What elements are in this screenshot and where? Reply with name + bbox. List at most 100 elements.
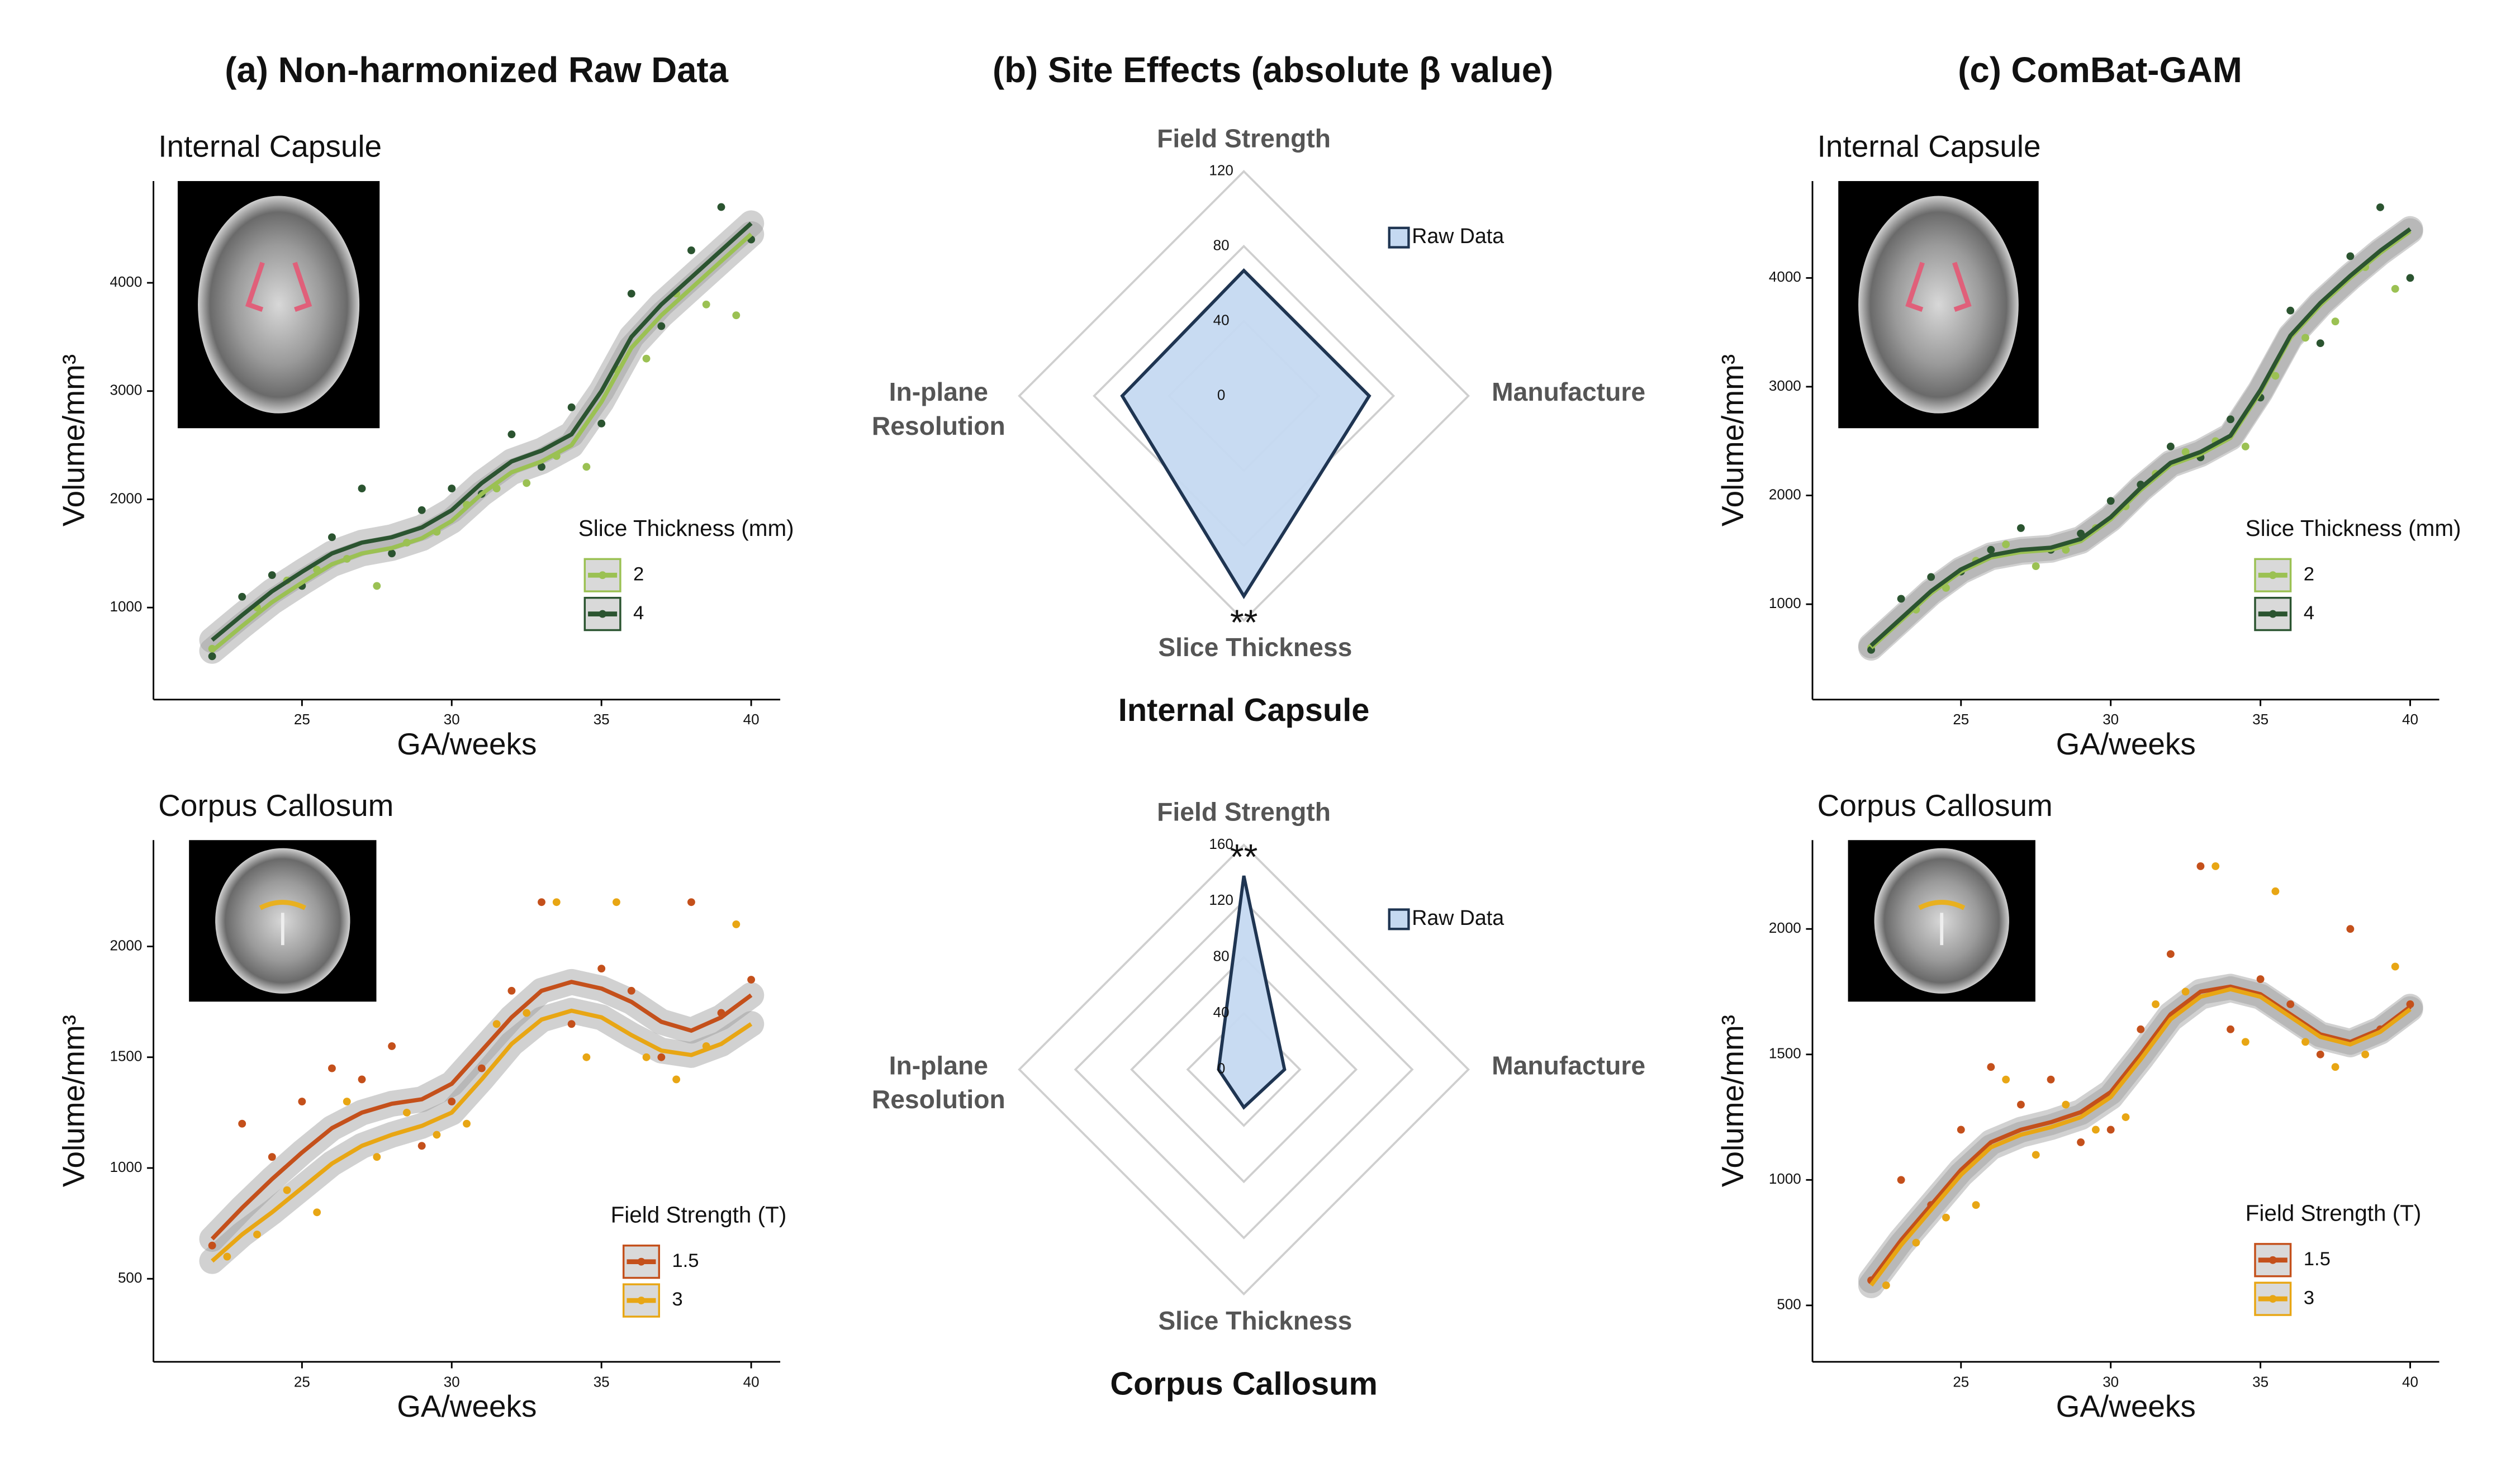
data-point (2227, 1025, 2234, 1033)
legend-label: 3 (2304, 1287, 2314, 1308)
data-point (358, 485, 366, 493)
data-point (2331, 1063, 2339, 1071)
category-label: In-plane Resolution (871, 379, 1005, 441)
data-point (2152, 1000, 2160, 1008)
data-point (477, 1064, 486, 1072)
legend-label: 4 (2304, 602, 2314, 624)
chart-title: Corpus Callosum (158, 788, 393, 823)
legend-swatch (2269, 1295, 2277, 1303)
legend-title: Field Strength (T) (611, 1202, 787, 1227)
data-point (2017, 524, 2025, 532)
data-point (597, 419, 606, 428)
legend-swatch (1388, 908, 1410, 930)
x-tick-label: 35 (594, 711, 610, 728)
significance-mark: ** (1230, 602, 1257, 642)
data-point (417, 1142, 426, 1150)
data-point (2211, 862, 2220, 870)
data-point (1942, 1213, 1950, 1222)
chart-caption: Corpus Callosum (1110, 1366, 1377, 1402)
data-point (238, 592, 246, 601)
legend-title: Field Strength (T) (2246, 1200, 2422, 1226)
fit-line (211, 1008, 753, 1263)
x-tick-label: 35 (594, 1373, 610, 1390)
axis-category: In-plane Resolution (871, 1053, 1005, 1115)
data-point (2002, 540, 2010, 549)
chart-title: Corpus Callosum (1817, 788, 2053, 823)
y-axis-label: Volume/mm³ (1715, 1015, 1750, 1187)
data-point (2122, 1113, 2130, 1121)
data-point (538, 463, 545, 471)
data-point (1957, 1126, 1965, 1134)
data-point (567, 403, 576, 411)
data-point (2196, 862, 2205, 870)
data-point (448, 1098, 456, 1105)
x-tick-label: 35 (2252, 1373, 2269, 1390)
grid-ring (1074, 899, 1414, 1240)
chart-title: Internal Capsule (1817, 129, 2041, 164)
data-point (2316, 1050, 2324, 1058)
data-point (313, 1208, 321, 1217)
category-label: Manufacture (1492, 379, 1646, 407)
data-point (373, 582, 381, 590)
x-tick-label: 25 (294, 711, 310, 728)
data-point (2077, 1138, 2085, 1146)
brain-region (259, 900, 306, 910)
x-axis-label: GA/weeks (2056, 1389, 2196, 1423)
data-point (208, 652, 216, 661)
data-point (2406, 274, 2414, 282)
data-point (2017, 1100, 2025, 1109)
data-point (2301, 334, 2309, 342)
data-point (2346, 252, 2355, 260)
data-point (687, 246, 695, 254)
y-tick-label: 1000 (110, 598, 143, 615)
data-point (672, 1075, 681, 1084)
y-tick-label: 1000 (1769, 1170, 1801, 1187)
legend-swatch (2269, 571, 2277, 580)
data-point (582, 1053, 591, 1061)
category-label: Slice Thickness (1158, 1308, 1352, 1336)
brain-image (198, 196, 360, 414)
y-tick-label: 4000 (110, 273, 143, 290)
x-tick-label: 25 (1953, 1373, 1969, 1390)
data-point (2241, 443, 2250, 450)
x-tick-label: 30 (2103, 1373, 2119, 1390)
data-point (298, 1098, 306, 1105)
y-axis-label: Volume/mm³ (56, 1015, 91, 1187)
category-label: Slice Thickness (1158, 634, 1352, 662)
data-point (463, 1119, 471, 1128)
r-tick-label: 40 (1213, 1004, 1230, 1020)
axis-category: In-plane Resolution (871, 379, 1005, 441)
r-tick-label: 80 (1213, 948, 1230, 965)
data-point (2391, 962, 2399, 971)
y-axis-label: Volume/mm³ (56, 354, 91, 526)
legend-label: 2 (633, 563, 644, 585)
data-point (253, 1230, 261, 1238)
data-point (417, 506, 426, 514)
data-point (492, 1020, 501, 1028)
data-point (2032, 562, 2040, 570)
r-tick-label: 80 (1213, 236, 1230, 253)
legend-label: 3 (672, 1289, 682, 1310)
category-label: In-plane Resolution (871, 1053, 1005, 1115)
data-point (627, 986, 635, 995)
data-point (223, 1252, 231, 1261)
data-point (433, 1131, 441, 1139)
y-tick-label: 3000 (110, 382, 143, 398)
r-tick-label: 120 (1209, 162, 1233, 179)
data-point (657, 1053, 666, 1061)
data-point (2376, 203, 2384, 211)
data-point (2316, 339, 2324, 348)
data-point (2106, 497, 2115, 505)
fit-line (211, 221, 753, 642)
axis-category: Slice Thickness (1158, 1308, 1352, 1336)
data-point (328, 533, 336, 542)
legend-title: Slice Thickness (mm) (578, 515, 794, 541)
data-point (402, 1108, 411, 1117)
data-point (702, 300, 710, 308)
y-tick-label: 500 (1777, 1296, 1801, 1313)
grid-ring (1018, 843, 1470, 1296)
data-point (538, 898, 545, 906)
data-point (328, 1064, 336, 1072)
data-point (2271, 372, 2280, 380)
